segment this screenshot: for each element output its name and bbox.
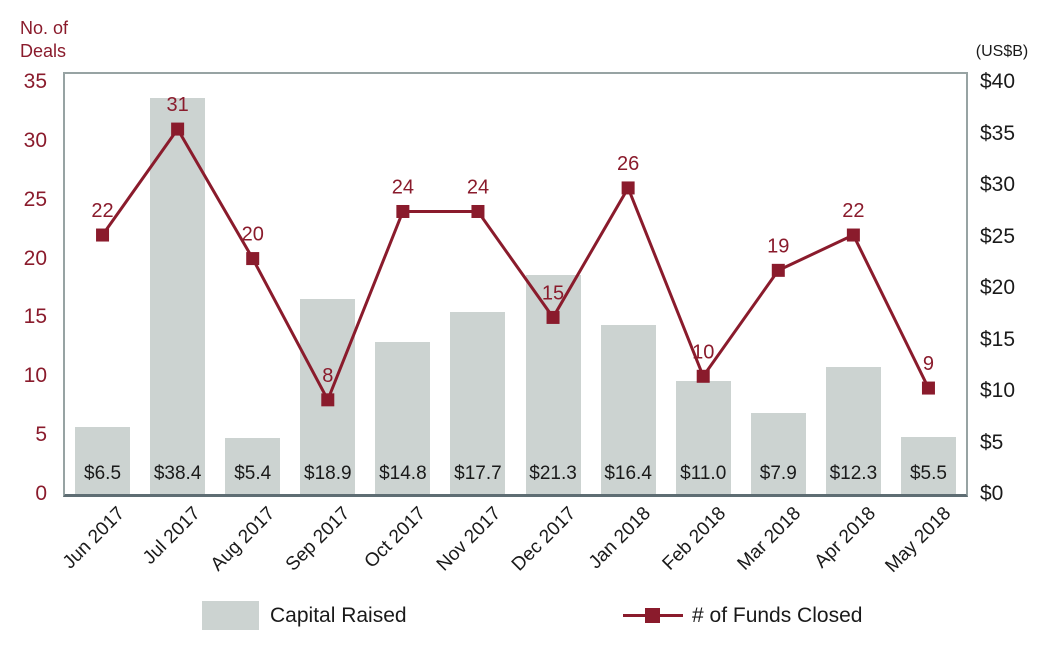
line-marker-icon: [623, 601, 683, 630]
legend-label-capital-raised: Capital Raised: [270, 603, 407, 627]
line-point-marker: [621, 181, 635, 195]
bar-value-label: $38.4: [153, 463, 202, 484]
right-axis-tick-label: $30: [980, 173, 1016, 196]
left-axis-tick-label: 15: [23, 305, 47, 329]
line-point-marker: [921, 381, 935, 395]
line-point-label: 19: [767, 235, 789, 257]
bar-value-label: $11.0: [680, 463, 727, 484]
x-axis-category-label: Feb 2018: [658, 503, 731, 575]
line-point-marker: [96, 228, 110, 242]
legend-item-funds-closed: # of Funds Closed: [623, 601, 862, 630]
bar: [450, 311, 506, 494]
bar-value-label: $5.5: [909, 463, 947, 484]
x-axis-category-label: Sep 2017: [282, 503, 355, 576]
line-point-label: 20: [242, 224, 264, 246]
bar-value-label: $16.4: [604, 463, 652, 484]
line-point-marker: [321, 393, 335, 407]
bar-value-label: $14.8: [379, 463, 427, 484]
bar: [225, 438, 281, 494]
line-point-marker: [546, 310, 560, 324]
right-axis-tick-label: $35: [980, 121, 1016, 145]
left-axis-title: No. of Deals: [20, 18, 69, 61]
line-point-label: 26: [617, 153, 639, 175]
left-axis-tick-label: 10: [23, 364, 47, 388]
legend-item-capital-raised: Capital Raised: [202, 601, 407, 630]
left-axis-tick-label: 0: [35, 482, 47, 505]
x-axis-category-label: Oct 2017: [360, 503, 430, 573]
line-point-marker: [846, 228, 860, 242]
bar: [825, 367, 881, 494]
line-point-marker: [696, 369, 710, 383]
line-point-marker: [246, 252, 260, 266]
x-axis-category-label: Mar 2018: [733, 503, 806, 575]
x-axis-category-label: May 2018: [881, 503, 956, 577]
right-axis-tick-label: $25: [980, 224, 1016, 248]
bar-swatch-icon: [202, 601, 259, 630]
bar-value-label: $6.5: [84, 463, 122, 484]
left-axis-tick-label: 20: [23, 246, 47, 270]
bar-value-label: $7.9: [759, 463, 797, 484]
line-point-marker: [396, 204, 410, 218]
bar: [675, 380, 731, 494]
left-axis-tick-label: 25: [23, 187, 47, 211]
line-point-label: 8: [322, 365, 333, 387]
right-axis-tick-label: $5: [980, 430, 1004, 454]
bar-value-label: $5.4: [234, 463, 272, 484]
line-point-label: 9: [923, 353, 934, 375]
bar-value-label: $12.3: [829, 463, 878, 484]
bar-value-label: $21.3: [529, 463, 577, 484]
x-axis-category-label: Apr 2018: [810, 503, 881, 573]
x-axis-category-label: Jul 2017: [138, 503, 205, 569]
plot-inner: $6.5 $38.4 $5.4 $18.9 $14.8 $17.7 $21.3 $16.4 $1…: [65, 74, 966, 494]
line-point-marker: [471, 204, 485, 218]
funds-closed-line: 22 31 20 8 24 24 15 26 10 19 22 9: [91, 94, 935, 407]
x-axis-category-label: Dec 2017: [507, 503, 580, 576]
left-axis-tick-label: 35: [23, 70, 47, 93]
plot-area: $6.5 $38.4 $5.4 $18.9 $14.8 $17.7 $21.3 $16.4 $1…: [63, 72, 968, 497]
legend-label-funds-closed: # of Funds Closed: [692, 603, 863, 627]
line-point-marker: [171, 122, 185, 136]
right-axis-title: (US$B): [975, 43, 1029, 60]
bar: [750, 412, 806, 494]
right-axis-tick-label: $15: [980, 327, 1016, 351]
right-axis-tick-label: $10: [980, 379, 1016, 402]
line-point-label: 22: [842, 200, 864, 222]
bar: [150, 98, 206, 494]
bar: [75, 427, 131, 494]
line-point-label: 22: [91, 200, 113, 222]
line-point-label: 24: [467, 176, 489, 198]
bar: [600, 325, 656, 494]
line-point-label: 24: [392, 176, 414, 198]
right-axis-tick-label: $20: [980, 276, 1016, 299]
line-point-label: 10: [692, 341, 714, 363]
x-axis-category-label: Nov 2017: [432, 503, 505, 576]
right-axis-tick-label: $0: [980, 482, 1004, 505]
bar-value-label: $18.9: [304, 463, 352, 484]
bar-value-label: $17.7: [454, 463, 502, 484]
x-axis-category-label: Jun 2017: [59, 503, 130, 574]
x-axis-category-label: Aug 2017: [207, 503, 280, 576]
line-point-label: 15: [542, 282, 564, 304]
left-axis-tick-label: 5: [35, 423, 47, 447]
right-axis-tick-label: $40: [980, 70, 1016, 93]
line-point-marker: [771, 263, 785, 277]
x-axis-category-label: Jan 2018: [584, 503, 655, 574]
line-point-label: 31: [167, 94, 189, 116]
left-axis-tick-label: 30: [23, 128, 47, 152]
bar: [900, 437, 956, 494]
bar: [375, 341, 431, 494]
